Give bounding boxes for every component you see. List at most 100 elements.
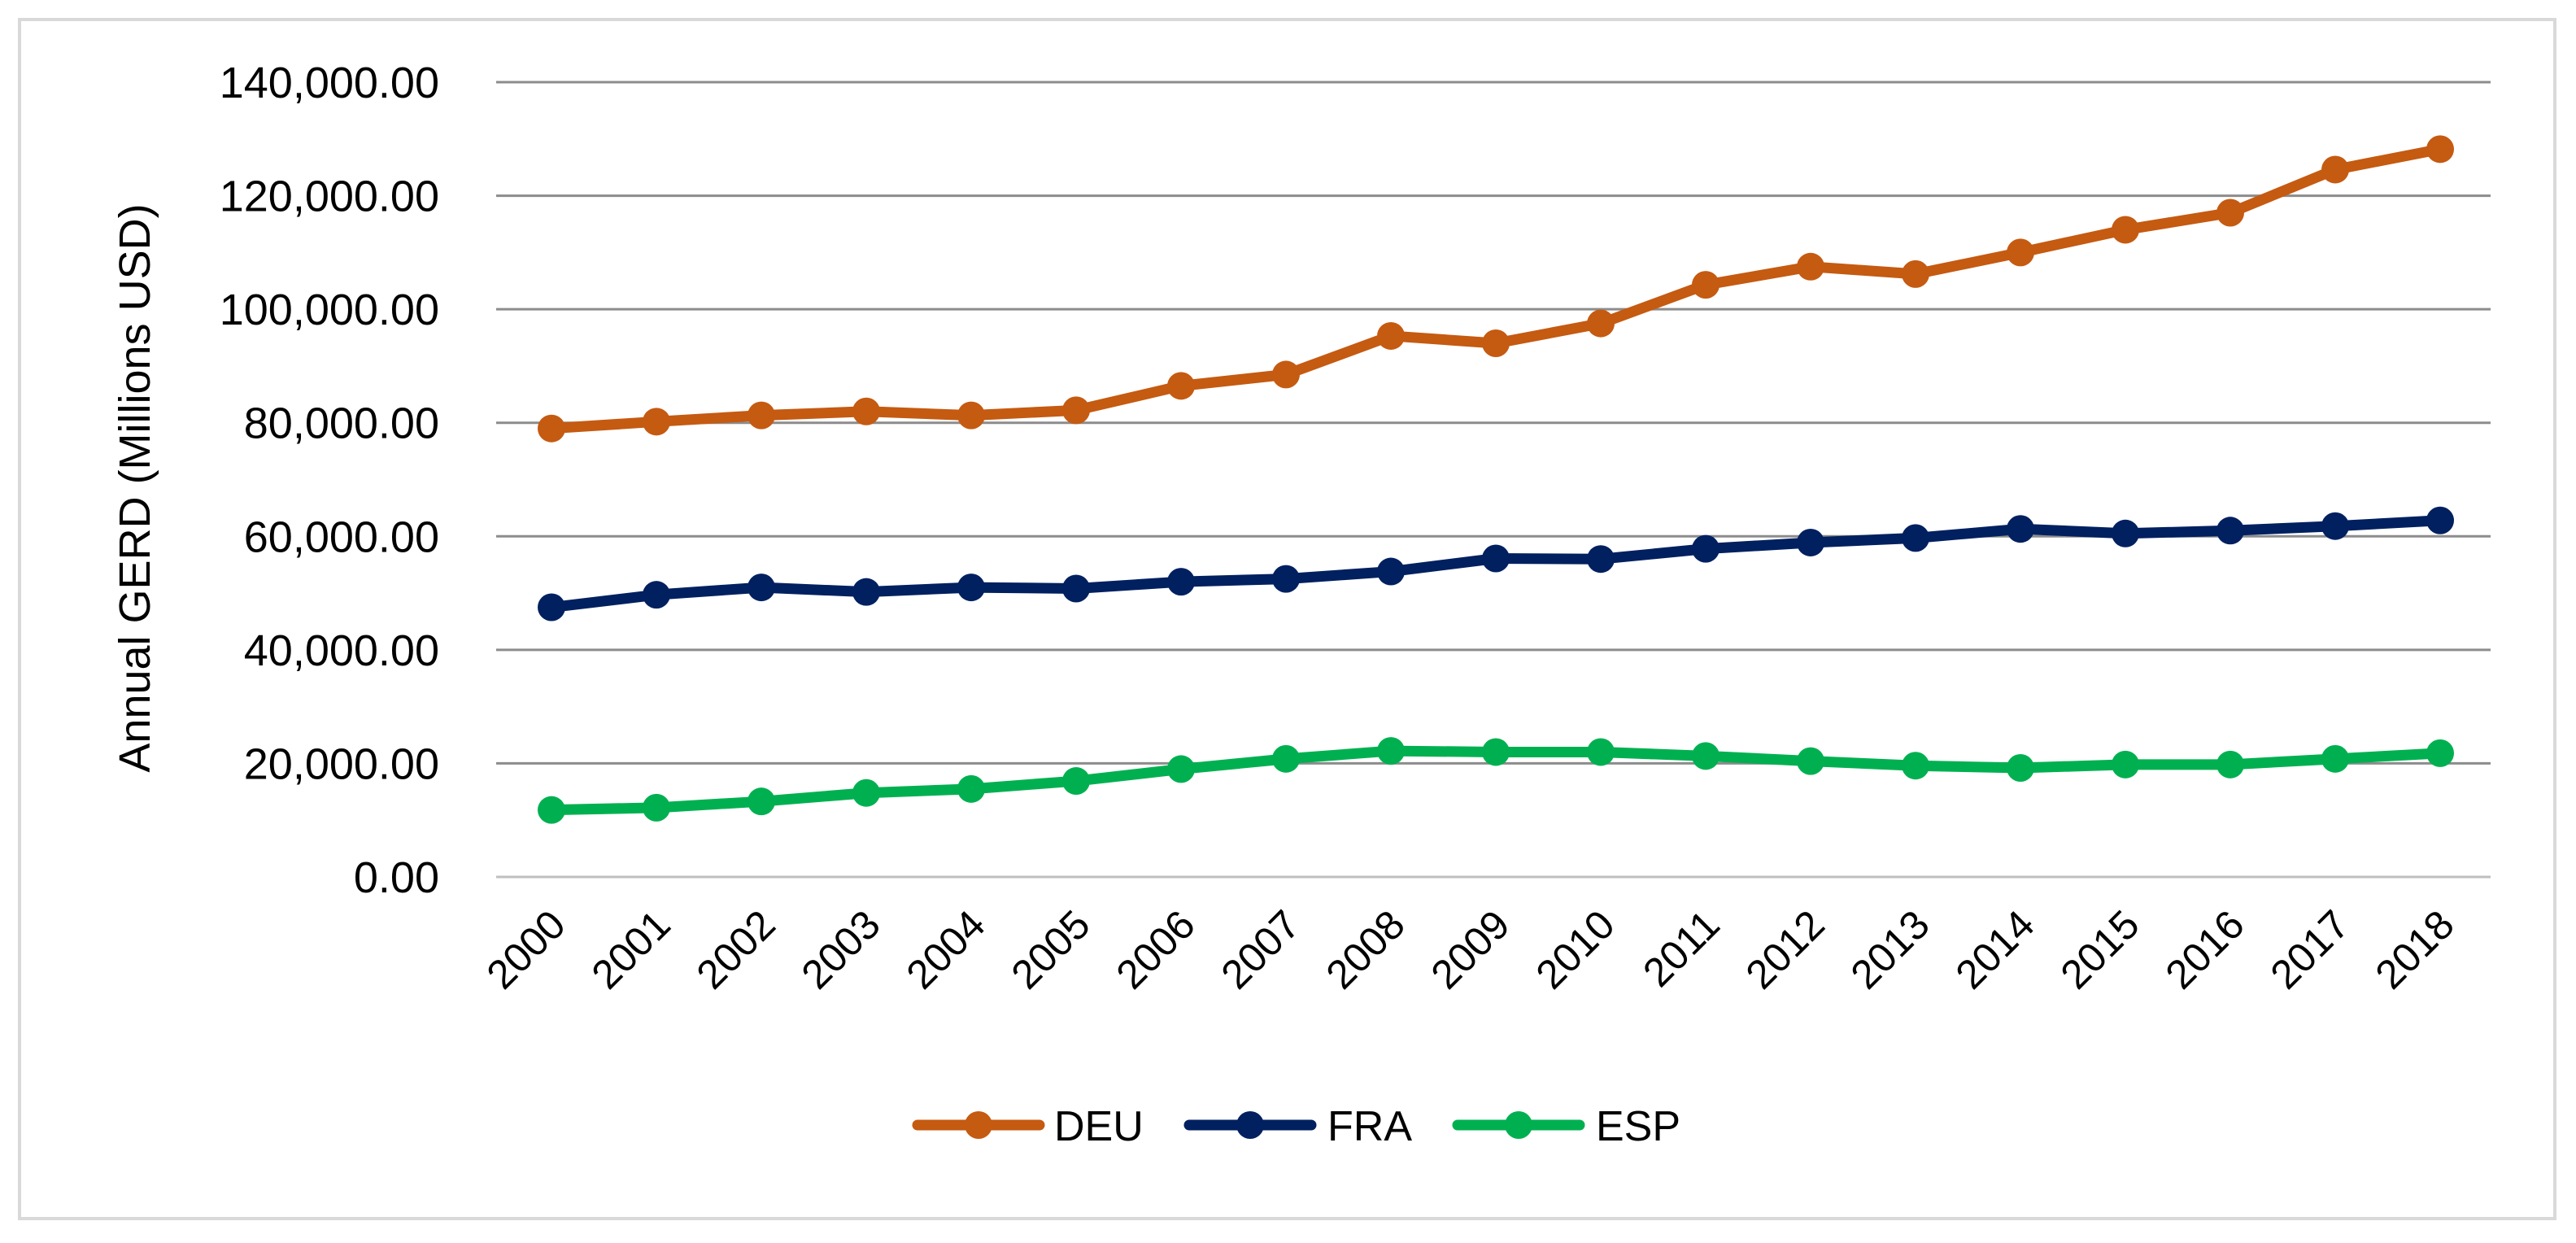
data-point[interactable] [1272,360,1300,389]
x-axis-ticks: 2000 2001 2002 2003 2004 2005 2006 2007 2008 2009… [478,901,2463,997]
legend-swatch-marker [1505,1111,1532,1139]
x-tick-label: 2010 [1528,901,1624,997]
data-point[interactable] [2007,238,2034,267]
data-point[interactable] [1167,372,1195,400]
data-point[interactable] [538,593,565,622]
x-tick-label: 2014 [1947,901,2043,997]
x-tick-label: 2009 [1423,901,1519,997]
data-point[interactable] [643,408,670,436]
series-group [538,135,2454,824]
legend[interactable]: DEU FRA ESP [912,1103,1680,1150]
data-point[interactable] [2007,515,2034,543]
data-point[interactable] [2112,519,2139,547]
data-point[interactable] [1377,737,1405,765]
data-point[interactable] [643,793,670,822]
x-tick-label: 2015 [2052,901,2148,997]
data-point[interactable] [748,401,775,430]
data-point[interactable] [2321,512,2349,540]
x-tick-label: 2016 [2157,901,2253,997]
x-tick-label: 2012 [1737,901,1833,997]
series-esp [538,737,2454,824]
data-point[interactable] [1797,747,1824,775]
data-point[interactable] [2426,135,2454,164]
data-point[interactable] [852,779,880,807]
data-point[interactable] [1377,557,1405,586]
data-point[interactable] [1692,271,1720,299]
data-point[interactable] [2112,750,2139,779]
data-point[interactable] [2426,739,2454,767]
chart-frame [18,18,2556,1220]
data-point[interactable] [957,401,985,430]
legend-item-deu[interactable]: DEU [912,1103,1144,1150]
data-point[interactable] [1167,568,1195,596]
data-point[interactable] [2216,198,2244,227]
legend-label: ESP [1596,1103,1680,1150]
data-point[interactable] [852,578,880,606]
data-point[interactable] [748,787,775,816]
data-point[interactable] [1272,744,1300,773]
y-axis-title: Annual GERD (Millions USD) [111,203,159,772]
x-tick-label: 2004 [898,901,994,997]
data-point[interactable] [1797,252,1824,281]
y-tick-label: 20,000.00 [244,739,439,788]
y-tick-label: 40,000.00 [244,626,439,675]
x-tick-label: 2018 [2367,901,2463,997]
data-point[interactable] [748,574,775,602]
data-point[interactable] [1587,545,1615,574]
data-point[interactable] [1797,528,1824,556]
y-tick-label: 100,000.00 [220,286,439,334]
data-point[interactable] [2112,216,2139,244]
data-point[interactable] [538,414,565,443]
y-tick-label: 140,000.00 [220,59,439,107]
y-axis-ticks: 0.00 20,000.00 40,000.00 60,000.00 80,000.00… [220,59,439,902]
series-fra [538,506,2454,622]
data-point[interactable] [1062,396,1090,425]
y-tick-label: 0.00 [354,853,439,902]
legend-item-esp[interactable]: ESP [1452,1103,1680,1150]
data-point[interactable] [1587,309,1615,338]
legend-label: DEU [1054,1103,1144,1150]
data-point[interactable] [1587,738,1615,766]
y-tick-label: 60,000.00 [244,512,439,561]
data-point[interactable] [1692,534,1720,563]
data-point[interactable] [957,774,985,803]
x-tick-label: 2013 [1842,901,1938,997]
data-point[interactable] [2216,750,2244,779]
x-tick-label: 2003 [793,901,889,997]
data-point[interactable] [1062,574,1090,603]
series-line [546,143,2446,434]
data-point[interactable] [538,796,565,824]
data-point[interactable] [643,581,670,609]
data-point[interactable] [1377,321,1405,350]
legend-item-fra[interactable]: FRA [1183,1103,1412,1150]
series-deu [538,135,2454,443]
legend-swatch-marker [965,1111,992,1139]
legend-label: FRA [1327,1103,1412,1150]
x-tick-label: 2017 [2262,901,2358,997]
data-point[interactable] [852,397,880,425]
data-point[interactable] [1482,544,1510,573]
data-point[interactable] [1482,329,1510,358]
data-point[interactable] [1692,742,1720,770]
x-tick-label: 2001 [583,901,679,997]
data-point[interactable] [1482,738,1510,766]
data-point[interactable] [1272,565,1300,593]
y-tick-label: 80,000.00 [244,399,439,448]
data-point[interactable] [1902,260,1929,288]
data-point[interactable] [2426,506,2454,534]
data-point[interactable] [2321,744,2349,773]
x-tick-label: 2005 [1003,901,1099,997]
y-tick-label: 120,000.00 [220,172,439,221]
data-point[interactable] [957,574,985,602]
data-point[interactable] [2216,517,2244,545]
x-tick-label: 2006 [1108,901,1204,997]
data-point[interactable] [2007,754,2034,783]
data-point[interactable] [2321,155,2349,184]
data-point[interactable] [1062,767,1090,796]
data-point[interactable] [1902,752,1929,780]
data-point[interactable] [1902,524,1929,552]
x-tick-label: 2011 [1634,901,1728,996]
x-tick-label: 2007 [1213,901,1309,997]
data-point[interactable] [1167,755,1195,783]
